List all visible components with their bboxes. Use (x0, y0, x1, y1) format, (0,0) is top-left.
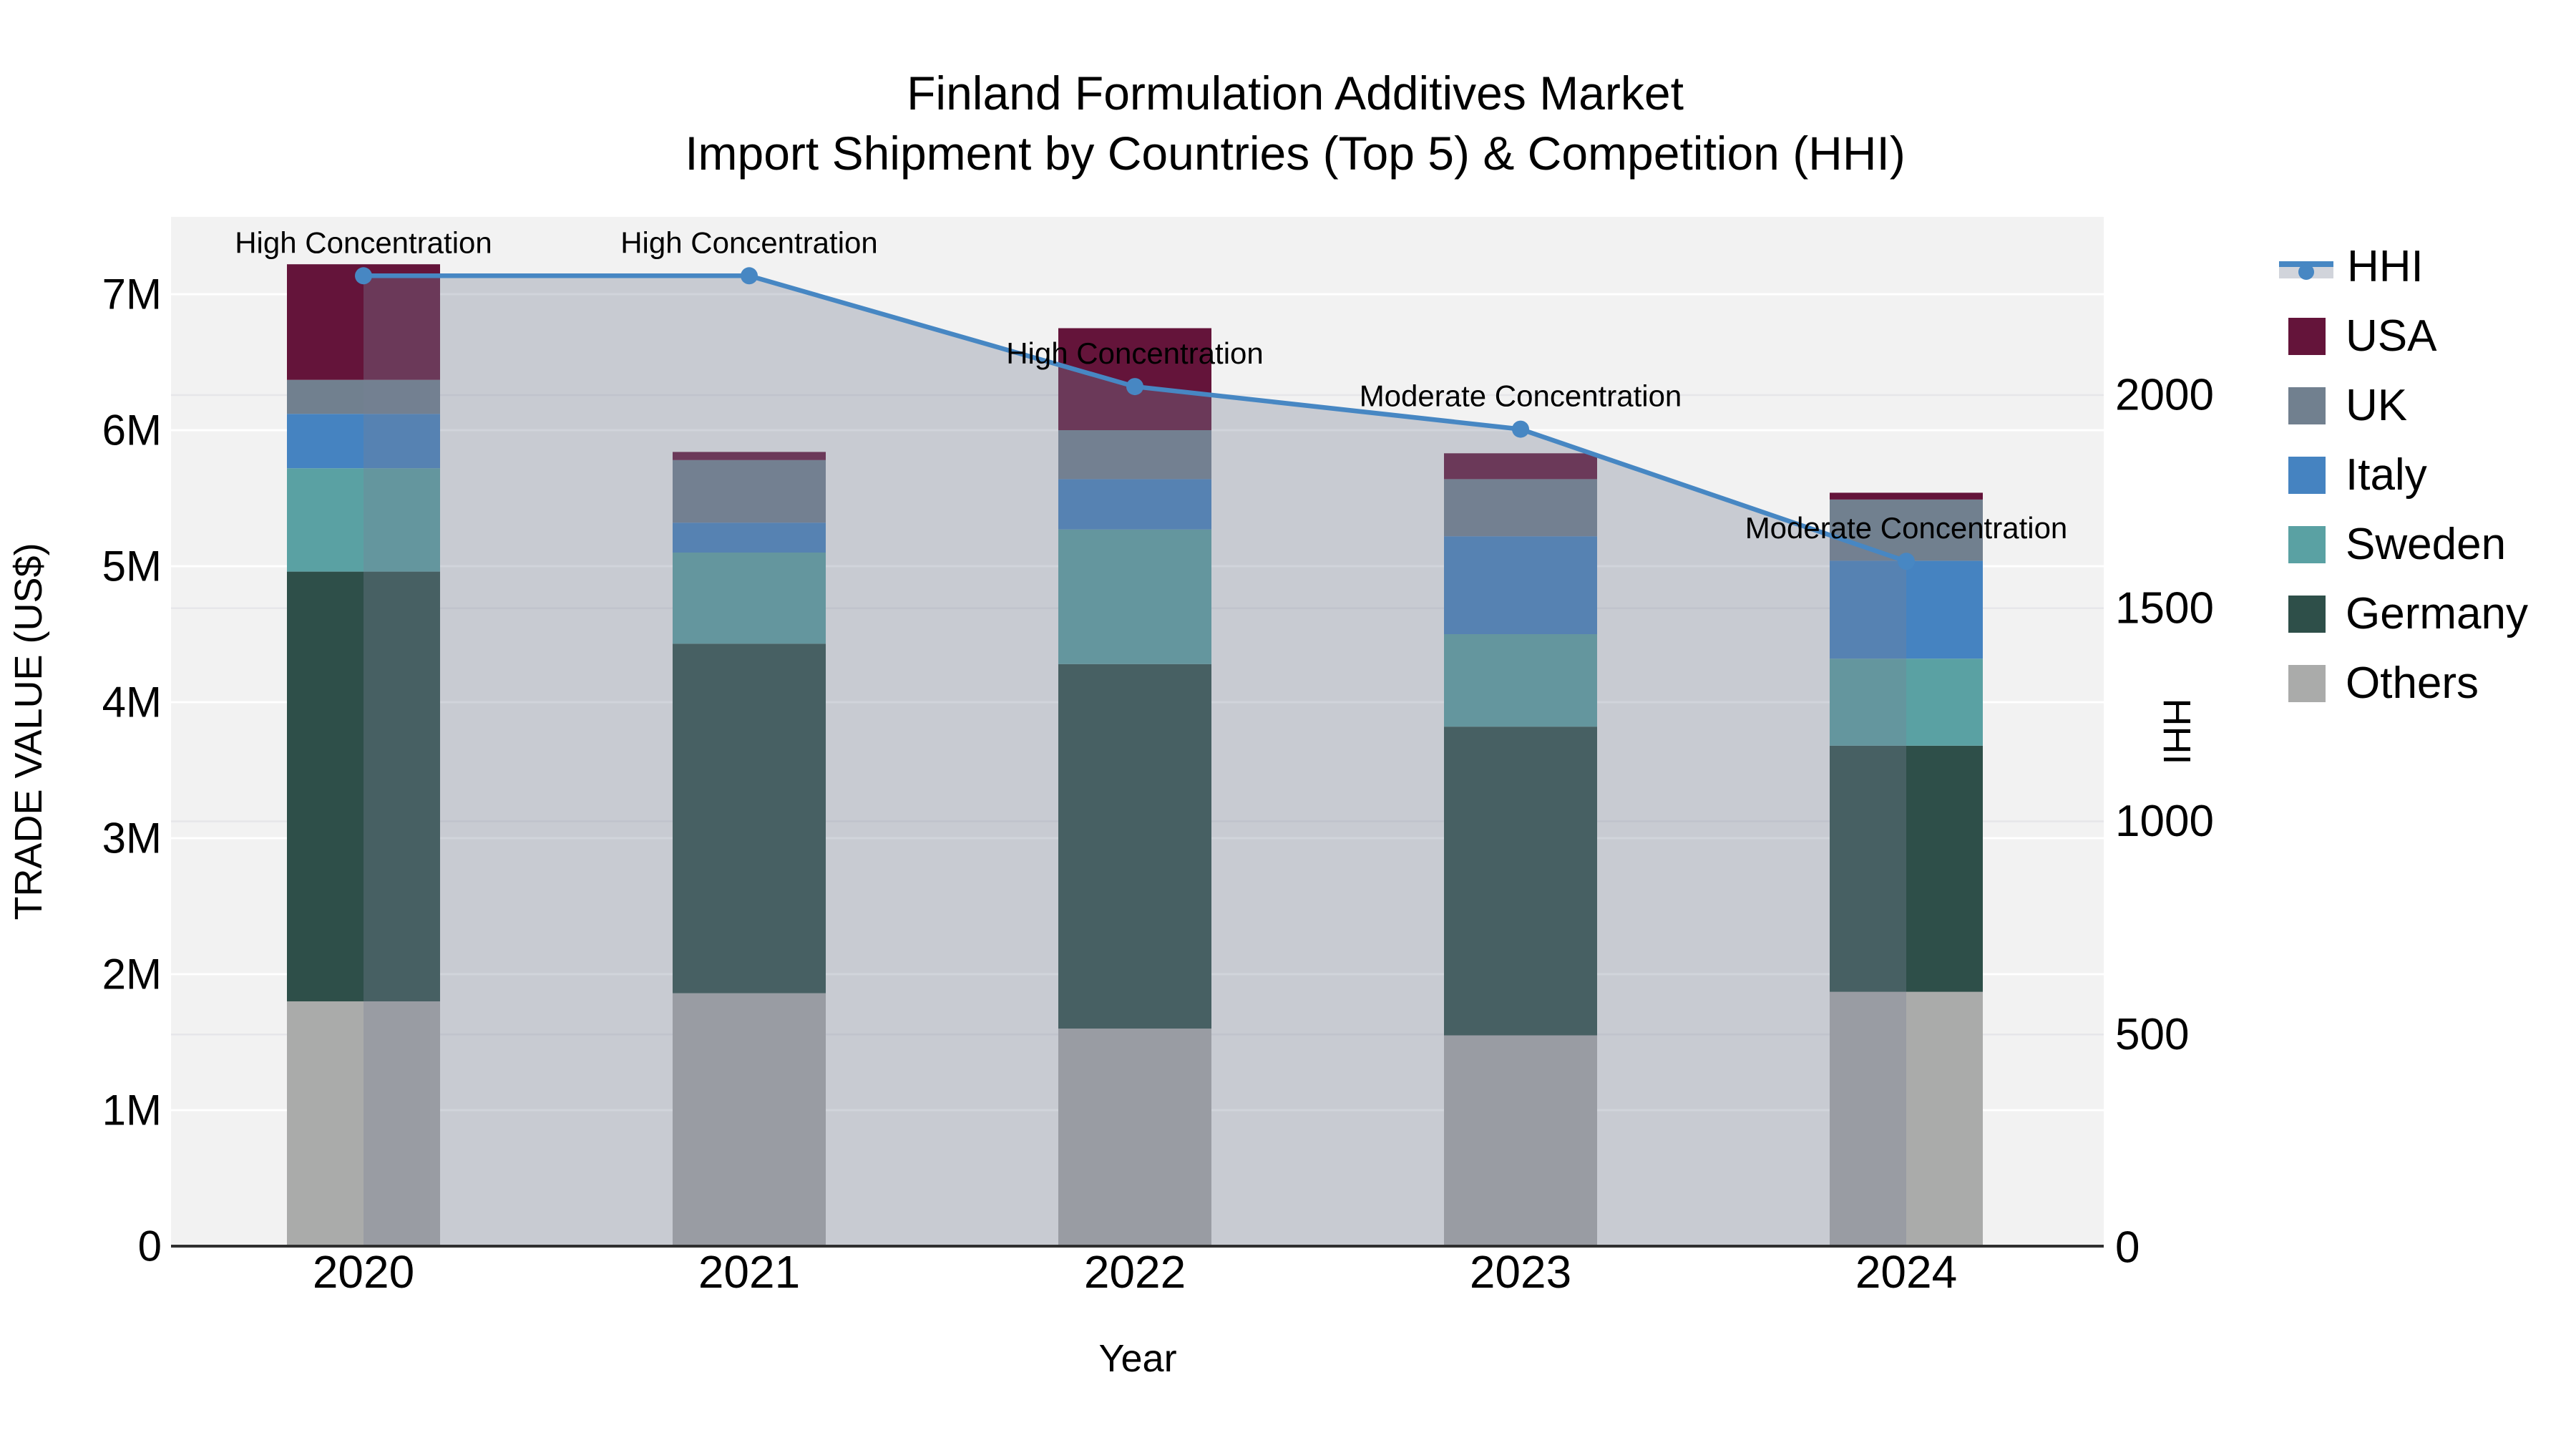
legend-swatch-others (2288, 664, 2326, 702)
left-tick-label-6M: 6M (102, 407, 162, 455)
bar-segment-2022-italy (1058, 479, 1211, 530)
x-tick-label-2020: 2020 (313, 1246, 414, 1298)
hhi-marker-2022 (1126, 378, 1143, 396)
legend-item-usa: USA (2279, 301, 2528, 371)
bar-segment-2022-uk (1058, 430, 1211, 480)
x-tick-label-2023: 2023 (1470, 1246, 1571, 1298)
legend-label-hhi: HHI (2347, 242, 2424, 291)
annotation-2024: Moderate Concentration (1745, 511, 2068, 545)
left-axis-title: TRADE VALUE (US$) (7, 543, 50, 920)
left-tick-label-1M: 1M (102, 1087, 162, 1134)
hhi-area (364, 276, 1906, 1246)
left-tick-label-3M: 3M (102, 815, 162, 862)
left-tick-label-7M: 7M (102, 271, 162, 319)
bar-segment-2024-usa (1830, 492, 1983, 500)
bar-segment-2021-sweden (673, 553, 826, 644)
hhi-line-layer (355, 267, 1915, 570)
annotation-2020: High Concentration (235, 225, 492, 259)
legend-item-hhi: HHI (2279, 232, 2528, 301)
x-tick-label-2021: 2021 (698, 1246, 800, 1298)
right-axis-title: HHI (2155, 699, 2198, 765)
left-tick-label-2M: 2M (102, 951, 162, 998)
right-tick-label-1500: 1500 (2115, 583, 2214, 633)
legend-swatch-germany (2288, 595, 2326, 633)
legend-swatch-usa (2288, 317, 2326, 355)
hhi-marker-swatch (2298, 263, 2314, 280)
legend-swatch-italy (2288, 456, 2326, 494)
bar-segment-2023-others (1444, 1035, 1597, 1246)
bar-segment-2022-sweden (1058, 529, 1211, 664)
bar-segment-2023-sweden (1444, 634, 1597, 727)
bar-segment-2022-germany (1058, 664, 1211, 1029)
left-tick-label-4M: 4M (102, 679, 162, 726)
annotations-layer: High Concentration High Concentration High… (235, 225, 2067, 545)
legend-item-sweden: Sweden (2279, 510, 2528, 579)
legend-item-germany: Germany (2279, 579, 2528, 648)
legend-label-uk: UK (2346, 381, 2408, 430)
chart-title-line2: Import Shipment by Countries (Top 5) & C… (685, 127, 1906, 180)
hhi-marker-2023 (1512, 420, 1529, 438)
bar-segment-2024-sweden (1830, 659, 1983, 746)
legend-label-usa: USA (2346, 311, 2437, 361)
bar-segment-2024-italy (1830, 560, 1983, 659)
legend-item-italy: Italy (2279, 440, 2528, 510)
annotation-2022: High Concentration (1006, 336, 1264, 370)
legend: HHI USA UK Italy Sweden Germany Others (2279, 232, 2528, 718)
bars-layer (287, 264, 1983, 1246)
bar-segment-2020-others (287, 1001, 440, 1246)
right-tick-label-2000: 2000 (2115, 371, 2214, 420)
legend-label-others: Others (2346, 659, 2479, 708)
hhi-line-legend-sample-icon (2279, 247, 2333, 287)
bar-segment-2020-germany (287, 571, 440, 1001)
hhi-marker-2021 (741, 267, 758, 285)
bar-segment-2024-uk (1830, 499, 1983, 561)
legend-swatch-sweden (2288, 525, 2326, 563)
right-tick-label-0: 0 (2115, 1223, 2140, 1273)
bar-segment-2021-germany (673, 643, 826, 993)
axes-layer: 0 1M 2M 3M 4M 5M 6M 7M 0 500 1000 1500 2000 2020 2021 2… (102, 271, 2214, 1298)
annotation-2021: High Concentration (620, 225, 878, 259)
bar-segment-2021-others (673, 993, 826, 1246)
bar-segment-2024-germany (1830, 745, 1983, 992)
legend-label-germany: Germany (2346, 589, 2528, 638)
x-axis-title: Year (1098, 1337, 1176, 1380)
hhi-marker-2020 (355, 267, 372, 285)
legend-item-others: Others (2279, 648, 2528, 718)
bar-segment-2023-usa (1444, 453, 1597, 480)
hhi-area-layer (364, 276, 1906, 1246)
legend-label-sweden: Sweden (2346, 520, 2507, 569)
left-tick-label-5M: 5M (102, 543, 162, 591)
x-tick-label-2022: 2022 (1084, 1246, 1186, 1298)
bar-segment-2021-usa (673, 452, 826, 460)
bar-segment-2021-italy (673, 523, 826, 553)
right-tick-label-500: 500 (2115, 1010, 2189, 1059)
bar-segment-2020-uk (287, 379, 440, 414)
bar-segment-2023-uk (1444, 479, 1597, 537)
hhi-marker-2024 (1898, 553, 1915, 570)
bar-segment-2023-italy (1444, 536, 1597, 634)
chart-title-line1: Finland Formulation Additives Market (907, 67, 1684, 120)
bar-segment-2023-germany (1444, 726, 1597, 1036)
bar-segment-2024-others (1830, 991, 1983, 1246)
bar-segment-2021-uk (673, 460, 826, 523)
right-tick-label-1000: 1000 (2115, 797, 2214, 846)
x-tick-label-2024: 2024 (1855, 1246, 1957, 1298)
bar-segment-2020-italy (287, 414, 440, 469)
bar-segment-2020-sweden (287, 468, 440, 572)
legend-swatch-uk (2288, 387, 2326, 424)
legend-item-uk: UK (2279, 371, 2528, 440)
annotation-2023: Moderate Concentration (1360, 379, 1682, 413)
left-tick-label-0: 0 (138, 1223, 162, 1270)
bar-segment-2022-others (1058, 1029, 1211, 1246)
chart-title: Finland Formulation Additives Market Imp… (685, 63, 1906, 183)
legend-label-italy: Italy (2346, 450, 2427, 500)
